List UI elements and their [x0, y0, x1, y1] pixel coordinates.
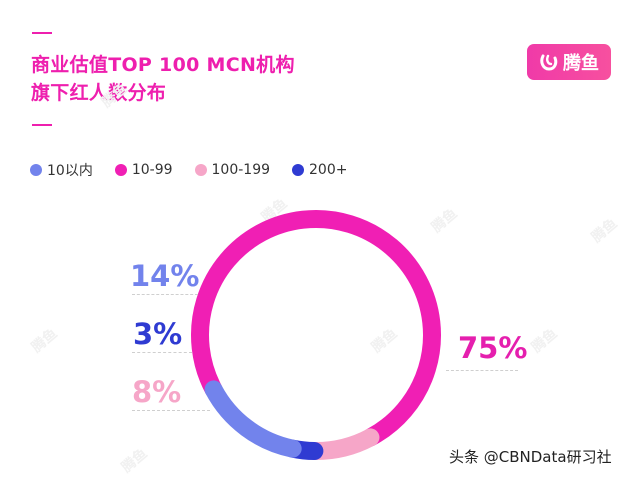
legend-dot-icon	[292, 164, 305, 176]
donut-segment	[191, 210, 441, 460]
page-title: 商业估值TOP 100 MCN机构 旗下红人数分布	[31, 51, 295, 107]
donut-segment	[191, 210, 441, 460]
legend-dot-icon	[114, 164, 127, 176]
source-credit: 头条 @CBNData研习社	[449, 448, 612, 466]
leader-line	[446, 370, 518, 371]
legend-item-10-under: 10以内	[30, 160, 93, 180]
leader-line	[132, 352, 192, 353]
leader-line	[132, 294, 198, 295]
brand-logo: 腾鱼	[527, 44, 611, 80]
legend-label: 200+	[309, 162, 348, 178]
legend-label: 10-99	[131, 162, 173, 178]
legend-item-100-199: 100-199	[194, 162, 271, 178]
leader-line	[132, 410, 210, 411]
pct-label-10-99: 75%	[458, 331, 528, 365]
title-line-1: 商业估值TOP 100 MCN机构	[31, 54, 295, 76]
logo-text: 腾鱼	[563, 53, 599, 74]
legend-item-200-plus: 200+	[292, 162, 347, 178]
legend-label: 10以内	[47, 163, 93, 179]
pct-label-200-plus: 3%	[133, 317, 183, 351]
legend-label: 100-199	[211, 162, 271, 178]
pct-label-100-199: 8%	[132, 375, 182, 409]
legend-dot-icon	[194, 164, 207, 176]
chart-legend: 10以内 10-99 100-199 200+	[30, 160, 369, 180]
title-rule-top	[32, 32, 52, 34]
tengyu-logo-icon	[540, 54, 558, 71]
legend-item-10-99: 10-99	[114, 162, 173, 178]
pct-label-10-under: 14%	[130, 259, 200, 293]
title-line-2: 旗下红人数分布	[31, 82, 167, 104]
legend-dot-icon	[30, 164, 42, 176]
donut-segment	[190, 210, 441, 460]
donut-segment	[191, 210, 441, 460]
title-rule-bottom	[32, 124, 52, 126]
